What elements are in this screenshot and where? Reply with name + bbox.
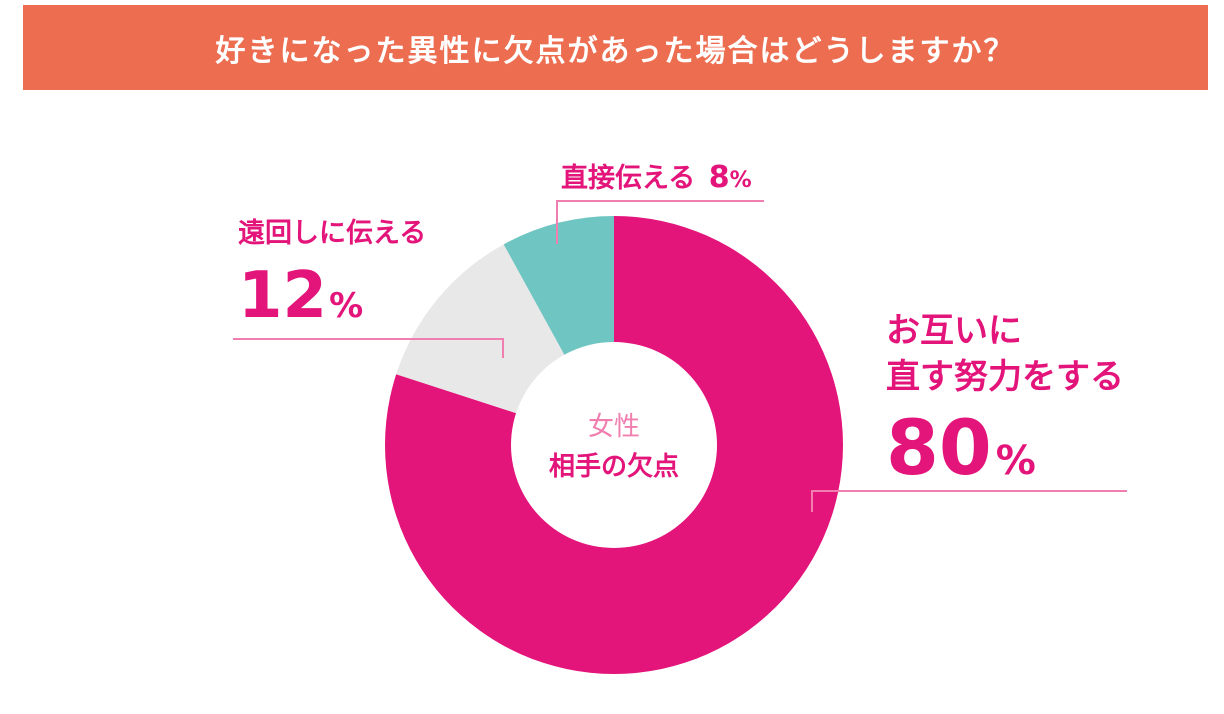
label-mutual-pct-sign: %: [995, 438, 1036, 484]
label-mutual-line2: 直す努力をする: [886, 357, 1124, 397]
slices-group: [385, 216, 843, 674]
label-mutual: お互いに 直す努力をする 80%: [886, 308, 1124, 486]
center-label-topic: 相手の欠点: [548, 452, 679, 482]
label-indirect: 遠回しに伝える 12%: [238, 211, 426, 328]
label-indirect-pct: 12: [238, 259, 328, 333]
label-indirect-text: 遠回しに伝える: [238, 218, 427, 249]
label-direct: 直接伝える 8%: [561, 156, 752, 195]
chart-title: 好きになった異性に欠点があった場合はどうしますか？: [215, 33, 1016, 69]
label-mutual-line1: お互いに: [886, 311, 1022, 351]
leader-indirect: [233, 338, 504, 358]
label-direct-pct: 8: [708, 160, 730, 195]
center-label-gender: 女性: [587, 412, 640, 442]
title-bar: 好きになった異性に欠点があった場合はどうしますか？: [23, 5, 1208, 90]
label-direct-pct-sign: %: [729, 168, 752, 193]
label-indirect-pct-sign: %: [329, 286, 364, 326]
slice-mutual: [385, 216, 843, 674]
leader-direct: [556, 200, 764, 244]
slice-indirect: [396, 244, 565, 414]
leader-mutual: [811, 490, 1127, 512]
slice-direct: [503, 216, 614, 355]
leader-lines: [233, 200, 1127, 512]
label-mutual-pct: 80: [886, 403, 992, 492]
label-direct-text: 直接伝える: [561, 163, 696, 194]
